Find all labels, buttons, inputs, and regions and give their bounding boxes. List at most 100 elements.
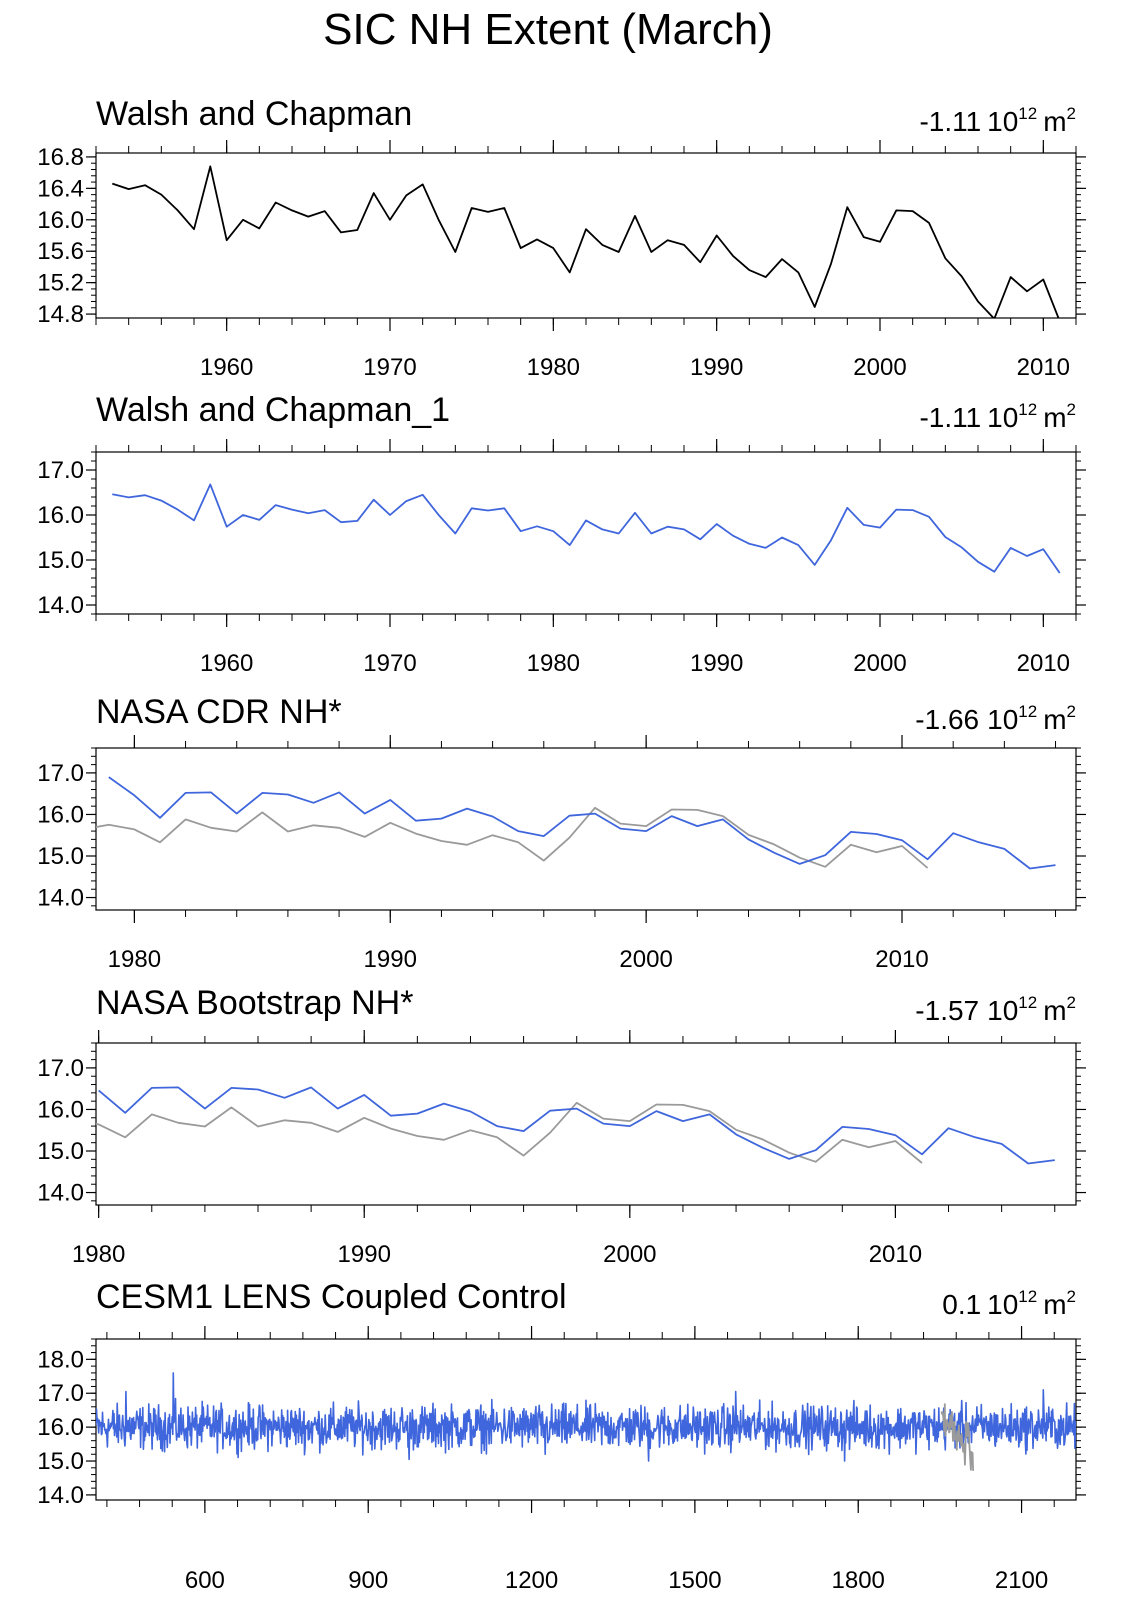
y-tick-label: 17.0 — [37, 760, 84, 787]
y-tick-label: 15.0 — [37, 547, 84, 574]
x-tick-label: 2010 — [1017, 650, 1070, 677]
x-tick-label: 2100 — [995, 1567, 1048, 1594]
trend-value: -1.57 — [915, 995, 979, 1026]
y-tick-label: 16.0 — [37, 801, 84, 828]
y-tick-label: 16.0 — [37, 207, 84, 234]
trend-unit-m: m — [1043, 106, 1066, 137]
panel-title: NASA CDR NH* — [96, 693, 342, 731]
trend-value: -1.66 — [915, 704, 979, 735]
x-tick-label: 2000 — [853, 650, 906, 677]
x-tick-label: 2010 — [869, 1241, 922, 1268]
trend-unit-exp: 12 — [1018, 702, 1037, 721]
plot-frame — [96, 748, 1076, 910]
y-tick-label: 17.0 — [37, 457, 84, 484]
x-tick-label: 1980 — [108, 946, 161, 973]
x-tick-label: 2000 — [853, 354, 906, 381]
trend-label: -1.66 1012 m2 — [915, 702, 1076, 735]
x-tick-label: 1800 — [832, 1567, 885, 1594]
x-tick-label: 1970 — [363, 650, 416, 677]
y-tick-label: 14.0 — [37, 1180, 84, 1207]
trend-unit-base: 10 — [987, 995, 1018, 1026]
trend-unit-exp: 12 — [1018, 400, 1037, 419]
x-tick-label: 1990 — [338, 1241, 391, 1268]
plot-frame — [96, 153, 1076, 318]
y-tick-label: 16.4 — [37, 175, 84, 202]
series-line-1 — [83, 808, 927, 868]
trend-unit-m: m — [1043, 995, 1066, 1026]
series-line-1 — [112, 484, 1059, 573]
series-line-1 — [96, 1373, 1076, 1461]
x-tick-label: 1980 — [72, 1241, 125, 1268]
trend-unit-m: m — [1043, 704, 1066, 735]
y-tick-label: 15.0 — [37, 1448, 84, 1475]
trend-value: -1.11 — [919, 402, 980, 433]
trend-unit-m-exp: 2 — [1067, 993, 1076, 1012]
panel-title: Walsh and Chapman_1 — [96, 391, 450, 429]
trend-unit-base: 10 — [987, 106, 1018, 137]
trend-unit-base: 10 — [987, 704, 1018, 735]
x-tick-label: 600 — [185, 1567, 225, 1594]
trend-unit-base: 10 — [987, 1289, 1018, 1320]
trend-unit-exp: 12 — [1018, 993, 1037, 1012]
series-line-2 — [99, 1087, 1055, 1163]
plot-frame — [96, 1043, 1076, 1205]
panel-title: CESM1 LENS Coupled Control — [96, 1278, 567, 1316]
x-tick-label: 1960 — [200, 354, 253, 381]
x-tick-label: 2010 — [875, 946, 928, 973]
y-tick-label: 14.0 — [37, 592, 84, 619]
trend-unit-m-exp: 2 — [1067, 104, 1076, 123]
y-tick-label: 16.0 — [37, 502, 84, 529]
figure-title: SIC NH Extent (March) — [323, 5, 773, 54]
x-tick-label: 1980 — [527, 650, 580, 677]
plot-frame — [96, 452, 1076, 614]
trend-unit-m: m — [1043, 402, 1066, 433]
y-tick-label: 16.8 — [37, 144, 84, 171]
panel-title: Walsh and Chapman — [96, 95, 412, 133]
x-tick-label: 900 — [348, 1567, 388, 1594]
y-tick-label: 14.8 — [37, 301, 84, 328]
trend-unit-base: 10 — [987, 402, 1018, 433]
trend-unit-m-exp: 2 — [1067, 400, 1076, 419]
series-line-1 — [112, 166, 1059, 321]
x-tick-label: 1980 — [527, 354, 580, 381]
x-tick-label: 1200 — [505, 1567, 558, 1594]
x-tick-label: 1990 — [690, 354, 743, 381]
trend-unit-m-exp: 2 — [1067, 702, 1076, 721]
panel-4: NASA Bootstrap NH* -1.57 1012 m2 14.0 15.0 16.… — [37, 984, 1086, 1268]
x-tick-label: 2000 — [619, 946, 672, 973]
x-tick-label: 2010 — [1017, 354, 1070, 381]
trend-unit-m: m — [1043, 1289, 1066, 1320]
panel-title: NASA Bootstrap NH* — [96, 984, 413, 1022]
y-tick-label: 17.0 — [37, 1380, 84, 1407]
x-tick-label: 1990 — [690, 650, 743, 677]
y-tick-label: 14.0 — [37, 885, 84, 912]
trend-unit-m-exp: 2 — [1067, 1287, 1076, 1306]
series-line-1 — [72, 1103, 922, 1163]
y-tick-label: 15.2 — [37, 270, 84, 297]
x-tick-label: 1960 — [200, 650, 253, 677]
x-tick-label: 2000 — [603, 1241, 656, 1268]
trend-unit-exp: 12 — [1018, 1287, 1037, 1306]
trend-value: -1.11 — [919, 106, 980, 137]
x-tick-label: 1970 — [363, 354, 416, 381]
y-tick-label: 15.6 — [37, 238, 84, 265]
y-tick-label: 15.0 — [37, 1138, 84, 1165]
y-tick-label: 14.0 — [37, 1482, 84, 1509]
panel-3: NASA CDR NH* -1.66 1012 m2 14.0 15.0 16.0 17.0 1… — [37, 693, 1086, 973]
y-tick-label: 16.0 — [37, 1096, 84, 1123]
y-tick-label: 15.0 — [37, 843, 84, 870]
trend-unit-exp: 12 — [1018, 104, 1037, 123]
x-tick-label: 1990 — [364, 946, 417, 973]
trend-value: 0.1 — [942, 1289, 980, 1320]
y-tick-label: 17.0 — [37, 1055, 84, 1082]
trend-label: -1.57 1012 m2 — [915, 993, 1076, 1026]
